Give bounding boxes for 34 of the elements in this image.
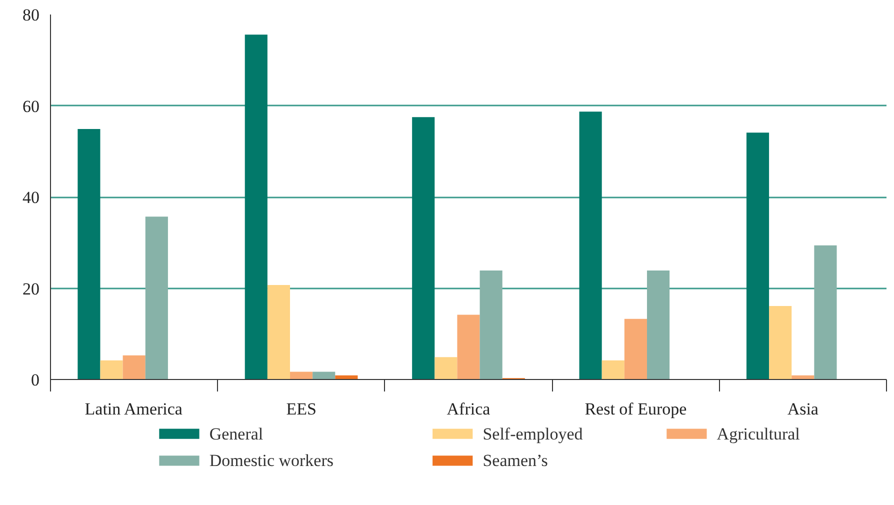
y-tick-label: 0 (31, 370, 40, 390)
bar (290, 372, 313, 380)
bar (145, 216, 168, 380)
legend-label: Self-employed (482, 424, 584, 444)
bar (267, 285, 290, 380)
bar (746, 132, 770, 380)
legend-label: Agricultural (716, 424, 800, 444)
bar (602, 360, 624, 380)
bar (457, 314, 480, 380)
y-tick-label: 20 (22, 279, 40, 298)
bar (100, 360, 123, 380)
x-tick-label: Latin America (84, 400, 183, 418)
x-tick-label: Africa (446, 400, 491, 418)
x-tick-label: EES (286, 400, 316, 418)
legend-label: General (209, 424, 264, 444)
bar (78, 129, 100, 380)
x-tick-label: Asia (787, 400, 819, 418)
bar (769, 306, 792, 380)
y-tick-label: 60 (22, 96, 40, 116)
bar (480, 270, 502, 380)
y-tick-label: 40 (22, 188, 40, 207)
bar (814, 245, 837, 380)
bar (579, 112, 602, 380)
x-tick-label: Rest of Europe (584, 400, 687, 418)
bar (646, 270, 670, 380)
y-tick-label: 80 (22, 6, 40, 24)
bar (122, 355, 146, 380)
bar (244, 34, 268, 380)
bar (434, 357, 458, 380)
bar (412, 117, 435, 380)
bar (312, 372, 336, 380)
legend-label: Seamen’s (482, 451, 548, 470)
bar (624, 318, 647, 380)
legend-label: Domestic workers (209, 451, 334, 470)
